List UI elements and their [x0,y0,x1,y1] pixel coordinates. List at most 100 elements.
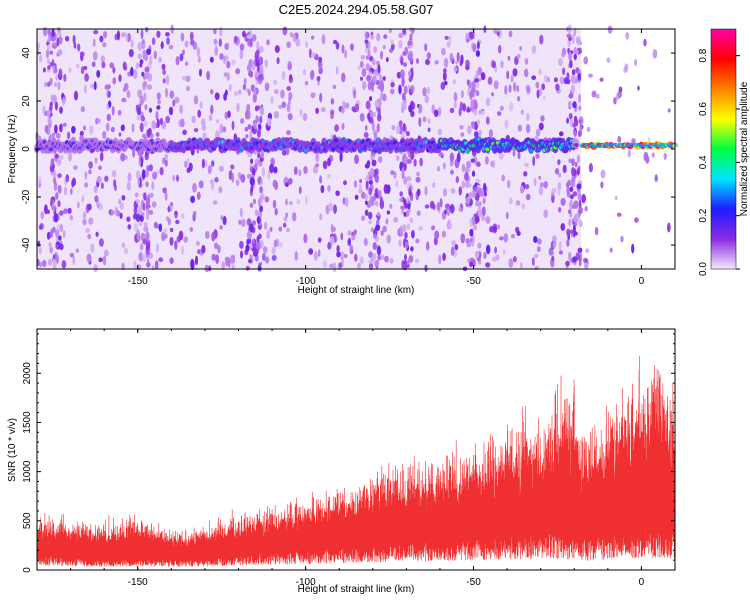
noise-blob [227,257,231,268]
noise-blob [293,166,298,175]
noise-blob [261,167,266,177]
noise-blob [332,226,336,233]
noise-blob [162,77,166,84]
noise-blob [485,216,491,224]
noise-blob [399,191,404,197]
noise-blob [193,95,199,105]
noise-blob [55,229,60,238]
noise-blob [571,158,575,167]
noise-blob [235,68,241,75]
noise-blob [475,161,481,167]
noise-blob [156,243,159,253]
noise-blob [332,262,337,272]
y-tick-label: 0 [22,567,33,573]
noise-blob [132,69,138,80]
noise-blob [204,231,210,239]
noise-blob [192,42,198,50]
noise-blob [395,180,399,188]
noise-blob [566,33,572,38]
noise-blob [576,168,580,176]
noise-blob [158,257,164,262]
noise-blob [295,38,301,47]
noise-blob [467,183,472,188]
noise-blob [288,200,293,206]
noise-blob [315,107,319,114]
noise-blob [584,262,589,270]
noise-blob [144,71,150,80]
noise-blob [285,182,289,187]
noise-blob [461,180,466,189]
noise-blob [399,69,405,79]
noise-blob [210,104,214,115]
noise-blob [377,189,382,199]
noise-blob [517,124,523,132]
noise-blob [298,186,302,195]
noise-blob [164,191,168,201]
noise-blob [57,49,63,56]
noise-blob [436,201,441,212]
noise-blob [470,229,474,237]
noise-blob [176,174,179,182]
noise-blob [245,244,250,252]
noise-blob [537,238,542,245]
noise-blob [372,70,378,76]
noise-blob [259,115,263,124]
y-tick-label: 40 [21,47,32,59]
noise-blob [209,56,214,63]
noise-blob [298,169,302,177]
noise-blob [476,82,480,89]
noise-blob [165,32,170,37]
noise-blob [254,158,260,165]
noise-blob [286,130,291,136]
noise-blob [359,112,365,122]
noise-blob [492,256,497,262]
noise-blob [141,71,145,77]
noise-blob [156,92,161,100]
noise-blob [273,79,277,85]
noise-blob [465,196,471,205]
noise-blob [168,106,174,116]
noise-blob [126,90,131,99]
noise-blob [555,83,560,91]
noise-blob [520,109,525,115]
noise-blob [99,152,104,162]
noise-blob [566,239,570,247]
noise-blob [254,209,258,216]
noise-blob [438,254,442,265]
noise-blob [146,262,151,268]
noise-blob [402,28,406,34]
noise-blob [558,172,562,178]
noise-blob [52,42,57,47]
noise-blob [310,92,316,99]
noise-blob [565,260,570,267]
noise-blob [139,215,144,222]
noise-blob [410,246,414,252]
noise-blob [386,210,390,215]
noise-blob [269,163,274,174]
noise-blob [120,124,125,132]
noise-blob [453,67,458,72]
noise-blob [458,206,462,212]
noise-blob [386,234,391,244]
spectrogram-x-label: Height of straight line (km) [298,285,415,296]
noise-blob [199,101,203,109]
noise-blob [543,181,548,189]
noise-blob [566,72,570,80]
noise-blob [450,246,455,257]
noise-blob [91,61,96,68]
noise-blob [90,243,95,253]
noise-blob [357,65,361,71]
noise-blob [573,53,577,60]
noise-blob [246,103,251,112]
noise-blob [222,126,227,133]
noise-blob [487,76,493,85]
noise-blob [144,53,148,62]
noise-blob [440,81,446,91]
noise-blob [256,41,260,50]
noise-blob [142,80,148,88]
noise-blob [419,157,423,167]
noise-blob [287,63,292,71]
noise-blob [196,47,201,57]
noise-blob [418,226,424,231]
noise-blob [353,180,358,188]
